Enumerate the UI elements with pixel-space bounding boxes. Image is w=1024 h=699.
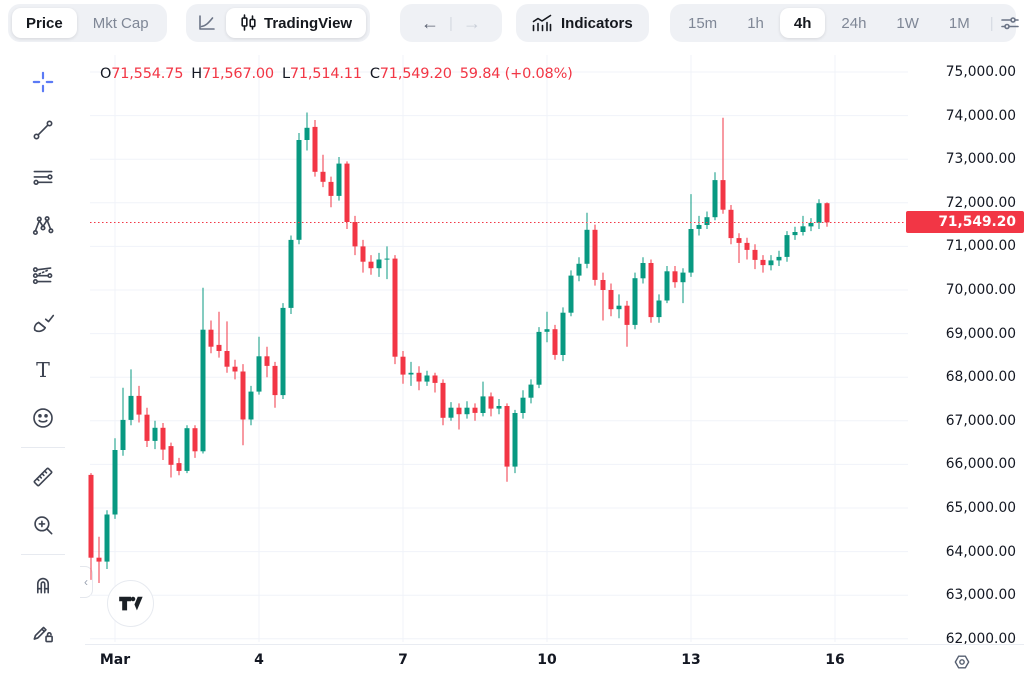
crosshair-tool[interactable] (0, 58, 85, 106)
price-scale-label: 70,000.00 (945, 282, 1016, 298)
legend-open-label: O (100, 66, 112, 82)
indicators-button[interactable]: Indicators (516, 4, 649, 42)
zoom-in-icon (33, 516, 52, 535)
trend-line-tool[interactable] (0, 106, 85, 154)
text-icon: T (36, 358, 50, 382)
price-mktcap-toggle: Price Mkt Cap (8, 4, 167, 42)
emoji-tool[interactable] (0, 394, 85, 442)
timeframe-1h[interactable]: 1h (747, 14, 764, 32)
chart-type-group: TradingView (186, 4, 371, 42)
time-scale-label: 4 (254, 652, 264, 668)
svg-text:T: T (36, 358, 50, 382)
sidebar-divider (20, 554, 65, 555)
price-scale-label: 72,000.00 (945, 194, 1016, 211)
pencil-lock-icon (33, 626, 53, 643)
brush-icon (33, 314, 54, 333)
tradingview-logo-icon (118, 596, 143, 610)
price-scale-label: 73,000.00 (945, 151, 1016, 168)
measure-ruler-tool[interactable] (0, 453, 85, 501)
time-scale-label: Mar (99, 652, 131, 668)
legend-high-label: H (191, 66, 202, 82)
time-scale-label: 10 (537, 652, 557, 668)
ruler-icon (33, 467, 52, 487)
xabcd-pattern-icon (32, 216, 53, 236)
price-scale-label: 62,000.00 (945, 630, 1016, 647)
last-price-label: 71,549.20 (906, 211, 1024, 234)
emoji-icon (32, 408, 53, 428)
sidebar-divider (20, 447, 65, 448)
price-scale-label: 68,000.00 (945, 369, 1016, 386)
tab-mktcap[interactable]: Mkt Cap (92, 14, 149, 32)
forward-arrow-icon[interactable]: → (462, 12, 481, 33)
crosshair-icon (32, 71, 53, 93)
fib-retracement-tool[interactable] (0, 154, 85, 202)
legend-low-label: L (281, 66, 290, 82)
time-scale-label: 7 (398, 652, 408, 668)
price-scale-label: 75,000.00 (945, 64, 1016, 80)
legend-change-value: 59.84 (+0.08%) (459, 66, 573, 82)
price-chart[interactable] (85, 55, 1024, 642)
price-scale-label: 63,000.00 (945, 587, 1016, 604)
legend-close-label: C (369, 66, 380, 82)
tradingview-chart-button[interactable]: TradingView (226, 8, 367, 38)
sliders-icon (1000, 17, 1019, 30)
legend-high-value: 71,567.00 (201, 66, 274, 82)
xabcd-pattern-tool[interactable] (0, 202, 85, 250)
price-scale-label: 64,000.00 (945, 543, 1016, 560)
timeframe-1w[interactable]: 1W (896, 14, 919, 32)
timeframe-15m[interactable]: 15m (688, 14, 718, 32)
sidebar-collapse-button[interactable]: ‹ (80, 566, 93, 598)
price-scale-label: 67,000.00 (945, 412, 1016, 429)
line-chart-icon (199, 15, 215, 30)
price-scale-label: 74,000.00 (945, 107, 1016, 124)
ohlc-legend: O71,554.75 H71,567.00 L71,514.11 C71,549.20… (100, 66, 573, 82)
axis-settings-icon[interactable] (950, 650, 974, 674)
back-arrow-icon[interactable]: ← (421, 12, 440, 33)
timeframe-group: 15m 1h 4h 24h 1W 1M | (670, 4, 1019, 42)
magnet-icon (36, 577, 49, 594)
nav-divider: | (449, 14, 453, 32)
price-scale-label: 66,000.00 (945, 456, 1016, 473)
zoom-in-tool[interactable] (0, 501, 85, 549)
drawing-toolbar: T (0, 58, 85, 656)
timeframe-24h[interactable]: 24h (841, 14, 867, 32)
legend-low-value: 71,514.11 (289, 66, 362, 82)
tradingview-label: TradingView (264, 14, 353, 32)
time-scale-label: 13 (681, 652, 701, 668)
text-tool[interactable]: T (0, 346, 85, 394)
timeframe-1m[interactable]: 1M (948, 14, 970, 32)
timeframe-4h[interactable]: 4h (779, 8, 826, 38)
indicators-label: Indicators (561, 14, 633, 32)
timeframe-divider: | (989, 14, 994, 32)
tradingview-watermark[interactable] (107, 580, 154, 627)
magnet-tool[interactable] (0, 560, 85, 608)
drawing-lock-tool[interactable] (0, 608, 85, 656)
projection-icon (32, 267, 52, 285)
line-chart-button[interactable] (190, 8, 224, 38)
time-scale-label: 16 (825, 652, 845, 668)
timeframe-settings-button[interactable] (1000, 8, 1020, 38)
price-scale-label: 71,000.00 (945, 238, 1016, 255)
tab-price[interactable]: Price (12, 8, 77, 38)
fib-retracement-icon (32, 170, 53, 185)
indicators-icon (532, 14, 552, 32)
price-scale-label: 69,000.00 (945, 325, 1016, 342)
trend-line-icon (33, 120, 52, 140)
price-scale[interactable]: 75,000.00 74,000.00 73,000.00 72,000.00 71,0… (908, 0, 1024, 650)
history-nav-group: ← | → (400, 4, 502, 42)
projection-tool[interactable] (0, 250, 85, 298)
legend-close-value: 71,549.20 (379, 66, 452, 82)
brush-tool[interactable] (0, 298, 85, 346)
legend-open-value: 71,554.75 (111, 66, 184, 82)
price-scale-label: 65,000.00 (945, 500, 1016, 516)
time-axis-separator (85, 644, 1024, 645)
candlestick-icon (241, 14, 256, 31)
